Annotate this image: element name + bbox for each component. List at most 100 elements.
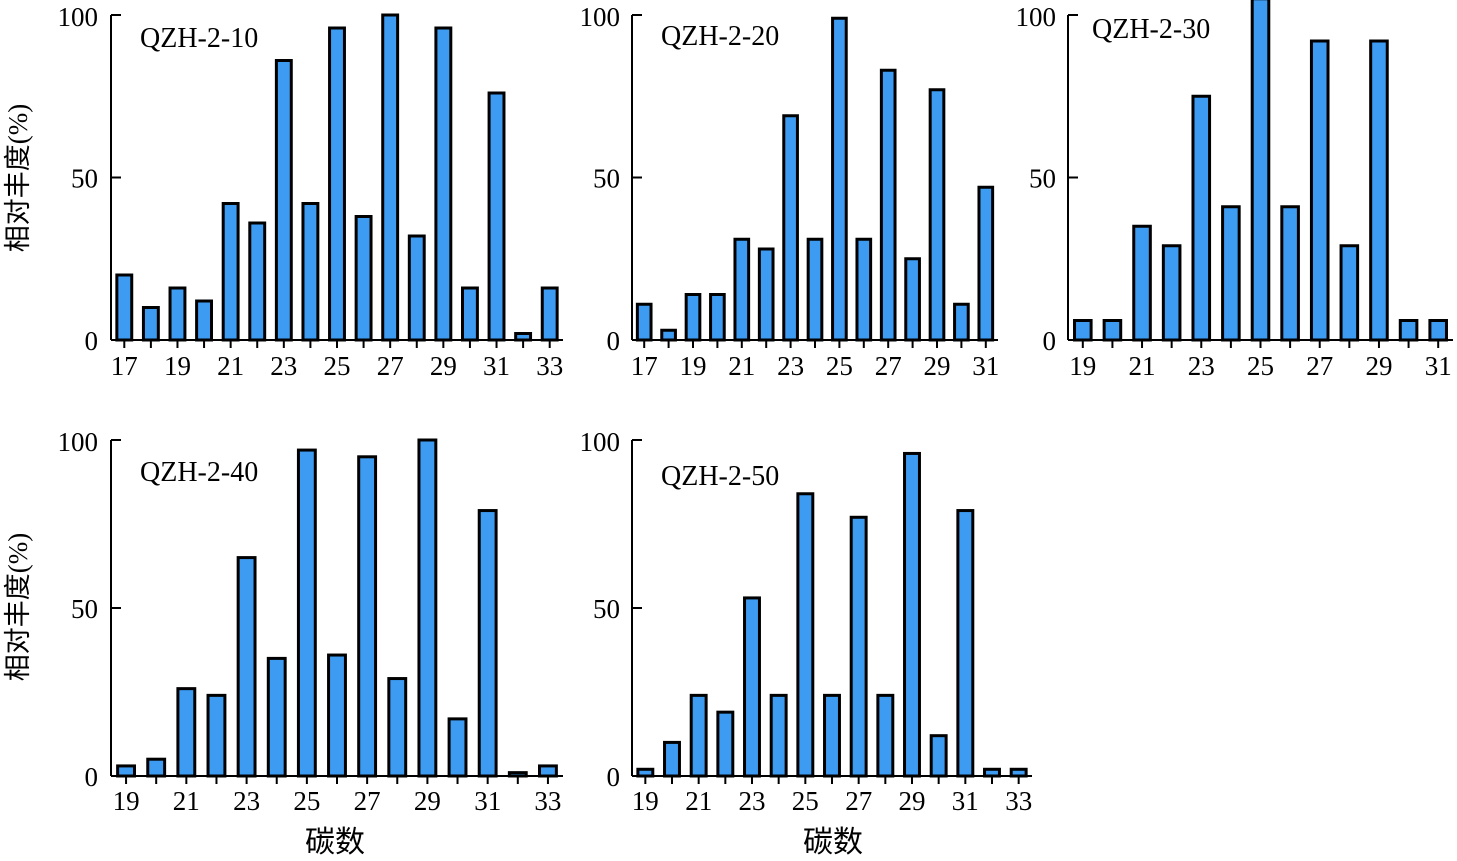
x-tick-label: 25	[1247, 351, 1274, 381]
bar	[477, 509, 498, 778]
bar	[928, 88, 946, 342]
x-tick-label: 25	[826, 351, 853, 381]
x-tick-label: 19	[680, 351, 707, 381]
y-tick-label: 50	[71, 594, 98, 624]
bar	[660, 328, 677, 342]
x-tick-label: 27	[845, 786, 872, 816]
x-tick-label: 27	[1306, 351, 1333, 381]
bar	[849, 515, 868, 778]
bar	[1369, 39, 1389, 342]
bar	[983, 767, 1001, 778]
bar	[381, 13, 400, 342]
panel-title: QZH-2-50	[661, 461, 779, 492]
x-axis-label-right: 碳数	[803, 826, 863, 856]
x-tick-label: 31	[1425, 351, 1452, 381]
x-tick-label: 33	[1005, 786, 1032, 816]
panel-title: QZH-2-40	[140, 457, 258, 488]
bar	[301, 202, 320, 342]
bar	[1339, 244, 1360, 342]
bar	[328, 26, 346, 342]
bar	[274, 59, 293, 342]
bar	[796, 492, 815, 778]
panel-title: QZH-2-30	[1092, 14, 1210, 45]
bar	[855, 237, 873, 342]
y-tick-label: 0	[85, 762, 99, 792]
y-tick-label: 100	[580, 2, 621, 32]
bar	[487, 91, 506, 342]
x-tick-label: 33	[536, 351, 563, 381]
x-tick-label: 29	[430, 351, 457, 381]
bar	[176, 687, 197, 778]
bar	[1309, 39, 1330, 342]
bar	[636, 767, 655, 778]
y-tick-label: 100	[580, 427, 621, 457]
x-tick-label: 29	[1366, 351, 1393, 381]
bar	[733, 237, 751, 342]
chart-panel: 0 50 100 17 19 21 23 25 27 29 31 QZH-2-20	[580, 2, 1000, 381]
bar	[879, 68, 897, 342]
bar	[684, 293, 702, 342]
x-tick-label: 29	[924, 351, 951, 381]
bar	[806, 237, 824, 342]
x-tick-label: 31	[972, 351, 999, 381]
y-tick-label: 0	[607, 762, 621, 792]
bar	[538, 764, 558, 778]
x-tick-label: 27	[377, 351, 404, 381]
bar	[141, 306, 160, 342]
bar	[354, 215, 373, 342]
bar	[1191, 94, 1212, 342]
x-tick-label: 31	[483, 351, 510, 381]
bar	[663, 740, 681, 778]
bar	[1398, 319, 1419, 342]
x-tick-label: 23	[233, 786, 260, 816]
bar	[447, 717, 468, 778]
bar	[1132, 224, 1152, 342]
bar	[903, 451, 921, 778]
bar	[689, 693, 708, 778]
y-tick-label: 50	[71, 164, 98, 194]
bar	[116, 764, 136, 778]
y-tick-label: 100	[1016, 2, 1057, 32]
bar	[876, 693, 895, 778]
y-tick-label: 50	[593, 594, 620, 624]
chart-panel: 0 50 100 19 21 23 25 27 29 31 QZH-2-30	[1016, 0, 1453, 381]
bar	[327, 653, 347, 778]
x-tick-label: 25	[324, 351, 351, 381]
bar	[434, 26, 453, 342]
bar	[823, 693, 841, 778]
x-axis-label-left: 碳数	[305, 826, 365, 856]
x-tick-label: 21	[1129, 351, 1156, 381]
bar	[1009, 767, 1028, 778]
x-tick-label: 17	[111, 351, 138, 381]
bar	[977, 185, 995, 342]
bar	[1280, 205, 1300, 342]
bar	[540, 286, 559, 342]
bar	[635, 302, 653, 342]
y-tick-label: 50	[1029, 164, 1056, 194]
bar	[195, 299, 214, 342]
chart-panel: 0 50 100 19 21 23 25 27 29 31 33 QZH-2-40	[58, 427, 563, 816]
bar	[1161, 244, 1182, 342]
y-tick-label: 0	[607, 326, 621, 356]
x-tick-label: 21	[685, 786, 712, 816]
y-axis-label-top: 相对丰度(%)	[3, 104, 33, 252]
bar	[461, 286, 479, 342]
x-tick-label: 29	[899, 786, 926, 816]
bar	[743, 596, 761, 778]
bar	[1250, 0, 1271, 342]
bar	[782, 114, 799, 342]
bar	[417, 438, 438, 778]
bar	[1428, 319, 1448, 342]
x-tick-label: 27	[875, 351, 902, 381]
bar	[929, 734, 948, 778]
chart-panels: 0 50 100 17 19 21 23 25 27 29 31 33 QZH-2-10 0 50 100 17…	[58, 0, 1453, 816]
bar	[904, 257, 921, 342]
bar	[1221, 205, 1241, 342]
bar	[221, 202, 240, 342]
bar	[115, 273, 134, 342]
bar	[407, 234, 426, 342]
bar	[1102, 319, 1123, 342]
bar	[956, 509, 975, 778]
y-tick-label: 0	[85, 326, 99, 356]
